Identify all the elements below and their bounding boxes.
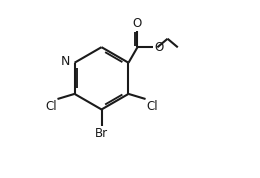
- Text: N: N: [61, 55, 70, 68]
- Text: Cl: Cl: [146, 100, 158, 113]
- Text: O: O: [155, 41, 164, 54]
- Text: Cl: Cl: [45, 100, 57, 113]
- Text: Br: Br: [95, 127, 108, 140]
- Text: O: O: [133, 17, 142, 30]
